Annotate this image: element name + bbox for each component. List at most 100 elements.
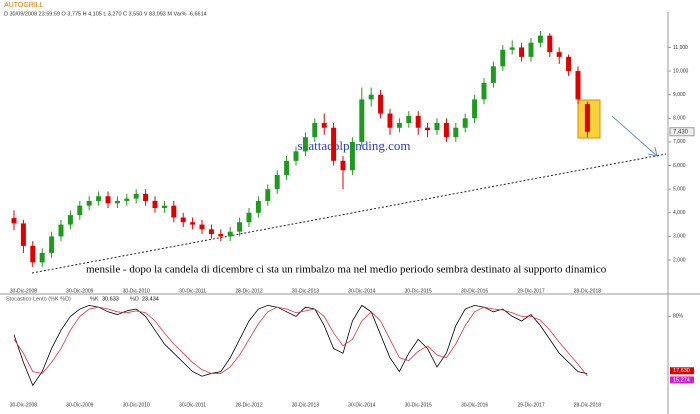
candle-body <box>20 223 26 246</box>
candle-body <box>86 200 92 206</box>
x-tick-label: 30-Dic-2011 <box>179 402 206 408</box>
x-tick-label: 30-Dic-2015 <box>405 288 432 294</box>
candle-body <box>199 224 205 230</box>
candle-body <box>396 123 402 128</box>
candle-body <box>218 234 224 237</box>
legend-value: 23,434 <box>142 296 159 302</box>
x-tick-label: 30-Dic-2014 <box>348 288 375 294</box>
trend-line <box>31 153 667 274</box>
candle-body <box>481 82 487 100</box>
candle-body <box>49 236 55 253</box>
candle-body <box>453 127 459 138</box>
candle-body <box>321 123 327 128</box>
legend-name: %D <box>130 296 139 302</box>
annotation: mensile - dopo la candela di dicembre ci… <box>86 264 607 276</box>
legend-value: 30,633 <box>102 296 119 302</box>
y-tick-label: 2,000 <box>673 257 686 263</box>
x-tick-label: 30-Dic-2009 <box>66 402 93 408</box>
x-tick-label: 30-Dic-2016 <box>461 402 488 408</box>
last-value-label: 15,274 <box>673 377 690 383</box>
y-tick-label: 11,000 <box>673 45 688 51</box>
candle-body <box>556 52 562 57</box>
candle-body <box>509 47 515 50</box>
candle-body <box>180 217 186 223</box>
last-value-box <box>670 376 694 384</box>
last-value-box <box>670 367 694 375</box>
candle-body <box>378 94 384 114</box>
candle-body <box>265 189 271 201</box>
info-line: D 30/09/2008 23:59:59 O 3,775 H 4,105 L … <box>4 11 207 17</box>
candle-body <box>359 99 365 142</box>
candle-body <box>190 222 196 225</box>
candle-body <box>30 245 36 263</box>
candle-body <box>152 200 158 209</box>
chart-title: AUTOGRILL <box>4 2 44 9</box>
candle-body <box>67 215 73 225</box>
candle-body <box>519 47 525 57</box>
candle-body <box>143 193 149 201</box>
candle-body <box>331 127 337 161</box>
candle-body <box>171 205 177 218</box>
candle-body <box>161 205 167 209</box>
candle-body <box>443 123 449 138</box>
candle-body <box>237 222 243 232</box>
candle-body <box>566 56 572 72</box>
candle-body <box>11 218 17 224</box>
indicator-title: Stocastico Lento (%K %D) <box>6 296 71 302</box>
x-tick-label: 30-Dic-2010 <box>123 288 150 294</box>
x-tick-label: 30-Dic-2015 <box>405 402 432 408</box>
candle-body <box>284 160 290 175</box>
line-series <box>13 306 588 377</box>
candle-body <box>406 115 412 124</box>
y-tick-label: 6,000 <box>673 163 686 169</box>
legend-name: %K <box>90 296 99 302</box>
candle-body <box>96 196 102 201</box>
arrow <box>611 115 658 157</box>
y-tick-label: 5,000 <box>673 186 686 192</box>
candle-body <box>246 212 252 223</box>
candle-body <box>302 137 308 152</box>
candle-body <box>415 115 421 128</box>
y-tick-label: 80% <box>673 314 684 320</box>
x-tick-label: 30-Dic-2013 <box>292 402 319 408</box>
candle-body <box>227 231 233 237</box>
y-tick-label: 7,000 <box>673 139 686 145</box>
candle-body <box>114 200 120 204</box>
y-tick-label: 9,000 <box>673 92 686 98</box>
x-tick-label: 30-Dic-2011 <box>179 288 206 294</box>
candle-body <box>368 94 374 100</box>
candle-body <box>58 224 64 237</box>
y-tick-label: 4,000 <box>673 210 686 216</box>
candle-body <box>208 229 214 235</box>
candle-body <box>490 66 496 83</box>
candle-body <box>274 174 280 190</box>
x-tick-label: 30-Dic-2008 <box>10 402 37 408</box>
candle-body <box>500 49 506 67</box>
last-value-label: 17,630 <box>673 368 690 374</box>
x-tick-label: 28-Dic-2018 <box>574 402 601 408</box>
candle-body <box>340 160 346 171</box>
candle-body <box>255 200 261 213</box>
candle-body <box>312 123 318 138</box>
x-tick-label: 28-Dic-2012 <box>235 288 262 294</box>
candle-body <box>124 198 130 201</box>
x-tick-label: 28-Dic-2012 <box>235 402 262 408</box>
y-tick-label: 3,000 <box>673 234 686 240</box>
candle-body <box>575 71 581 100</box>
candle-body <box>425 127 431 131</box>
candle-body <box>462 118 468 128</box>
last-value-label: 7,430 <box>673 129 689 135</box>
candle-body <box>547 35 553 53</box>
x-tick-label: 29-Dic-2017 <box>517 288 544 294</box>
candle-body <box>434 123 440 131</box>
candle-body <box>77 205 83 216</box>
candle-body <box>528 42 534 57</box>
candle-body <box>537 35 543 43</box>
x-tick-label: 30-Dic-2014 <box>348 402 375 408</box>
candle-body <box>349 141 355 171</box>
candle-body <box>133 193 139 199</box>
x-tick-label: 30-Dic-2013 <box>292 288 319 294</box>
x-tick-label: 29-Dic-2017 <box>517 402 544 408</box>
